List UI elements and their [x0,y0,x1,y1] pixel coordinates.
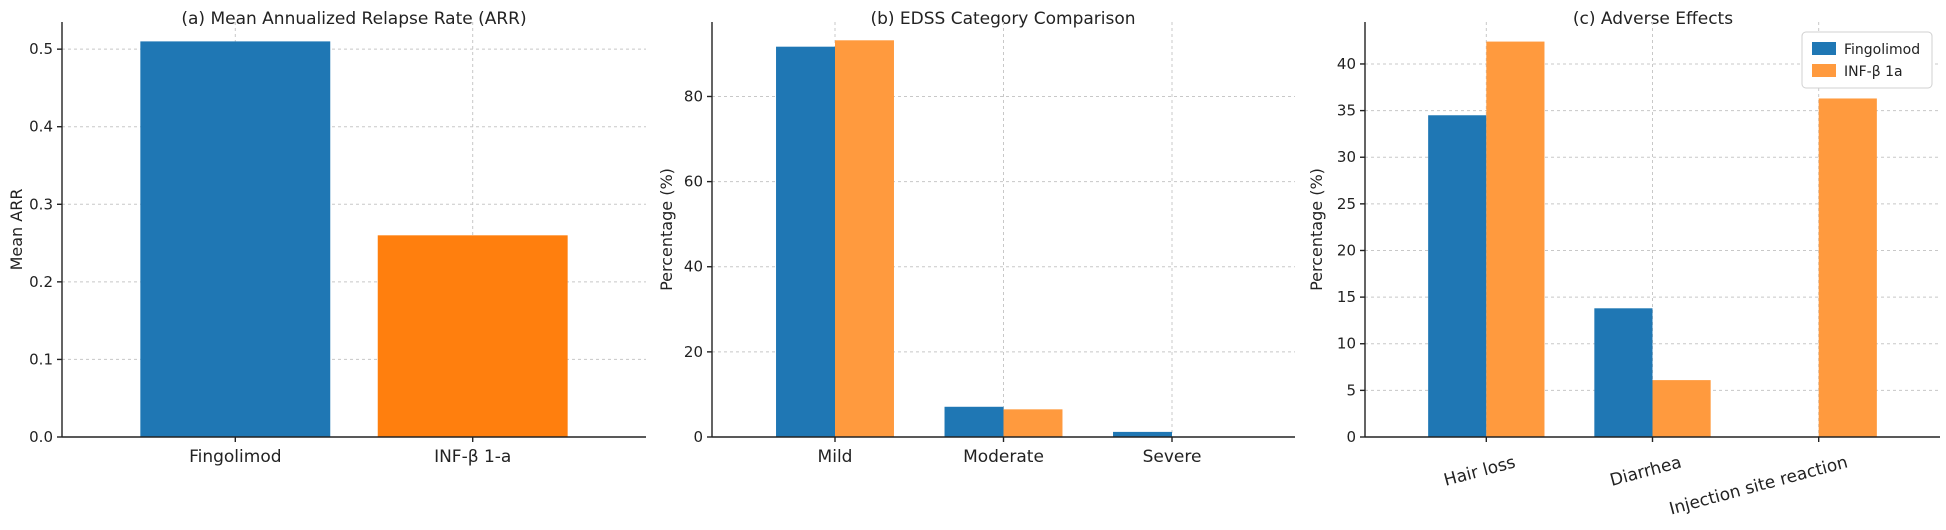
legend-label: Fingolimod [1844,42,1920,58]
legend-label: INF-β 1a [1844,64,1903,80]
y-tick-label: 5 [1346,381,1356,399]
y-tick-label: 30 [1337,148,1356,166]
legend-swatch [1812,42,1836,55]
legend: Fingolimod INF-β 1a [1801,31,1933,89]
legend-swatch [1812,64,1836,77]
y-tick-label: 40 [684,258,703,276]
y-tick-label: 80 [684,87,703,105]
bar-series2-hair-loss [1486,41,1545,438]
y-tick-label: 35 [1337,102,1356,120]
y-tick-label: 20 [1337,241,1356,259]
y-tick-label: 20 [684,343,703,361]
y-tick-label: 0.5 [29,40,53,58]
y-tick-label: 0.1 [29,350,53,368]
x-tick-label: Severe [1143,447,1202,467]
bar-inf-1-a [377,235,568,437]
chart-title: (c) Adverse Effects [1573,9,1733,29]
chart-title: (b) EDSS Category Comparison [870,9,1135,29]
chart-title: (a) Mean Annualized Relapse Rate (ARR) [181,9,526,29]
y-tick-label: 0.3 [29,195,53,213]
x-tick-label: INF-β 1-a [434,447,511,467]
y-tick-label: 0.2 [29,273,53,291]
x-tick-label: Moderate [963,447,1044,467]
y-tick-label: 0 [693,428,703,446]
y-axis-label: Mean ARR [7,189,26,271]
y-tick-label: 0.4 [29,118,53,136]
x-tick-label: Diarrhea [1608,453,1684,491]
bar-fingolimod [140,41,331,438]
y-tick-label: 25 [1337,195,1356,213]
chart-panel-3: (c) Adverse Effects 0 5 10 15 20 25 30 35 40 Hair … [1307,9,1940,519]
y-tick-label: 40 [1337,55,1356,73]
bar-series1-diarrhea [1594,308,1653,437]
bar-series1-moderate [944,406,1004,437]
bar-series2-moderate [1003,409,1063,437]
y-axis-label: Percentage (%) [1307,168,1326,291]
y-tick-label: 15 [1337,288,1356,306]
bar-series1-severe [1113,431,1172,437]
bar-series1-mild [776,46,836,437]
chart-panel-2: (b) EDSS Category Comparison 0 20 40 60 80 Mil… [657,9,1295,467]
y-tick-label: 0 [1346,428,1356,446]
bar-series2-diarrhea [1652,380,1711,437]
chart-panel-1: (a) Mean Annualized Relapse Rate (ARR) 0.… [7,9,646,467]
bar-series2-injection-site-reaction [1818,98,1877,437]
x-tick-label: Hair loss [1442,452,1518,490]
y-tick-label: 60 [684,173,703,191]
x-tick-label: Injection site reaction [1667,453,1850,520]
y-axis-label: Percentage (%) [657,168,676,291]
y-tick-label: 10 [1337,335,1356,353]
bar-series1-hair-loss [1428,115,1487,438]
x-tick-label: Fingolimod [189,447,281,467]
y-tick-label: 0.0 [29,428,53,446]
bar-series2-mild [835,40,894,438]
x-tick-label: Mild [818,447,853,467]
